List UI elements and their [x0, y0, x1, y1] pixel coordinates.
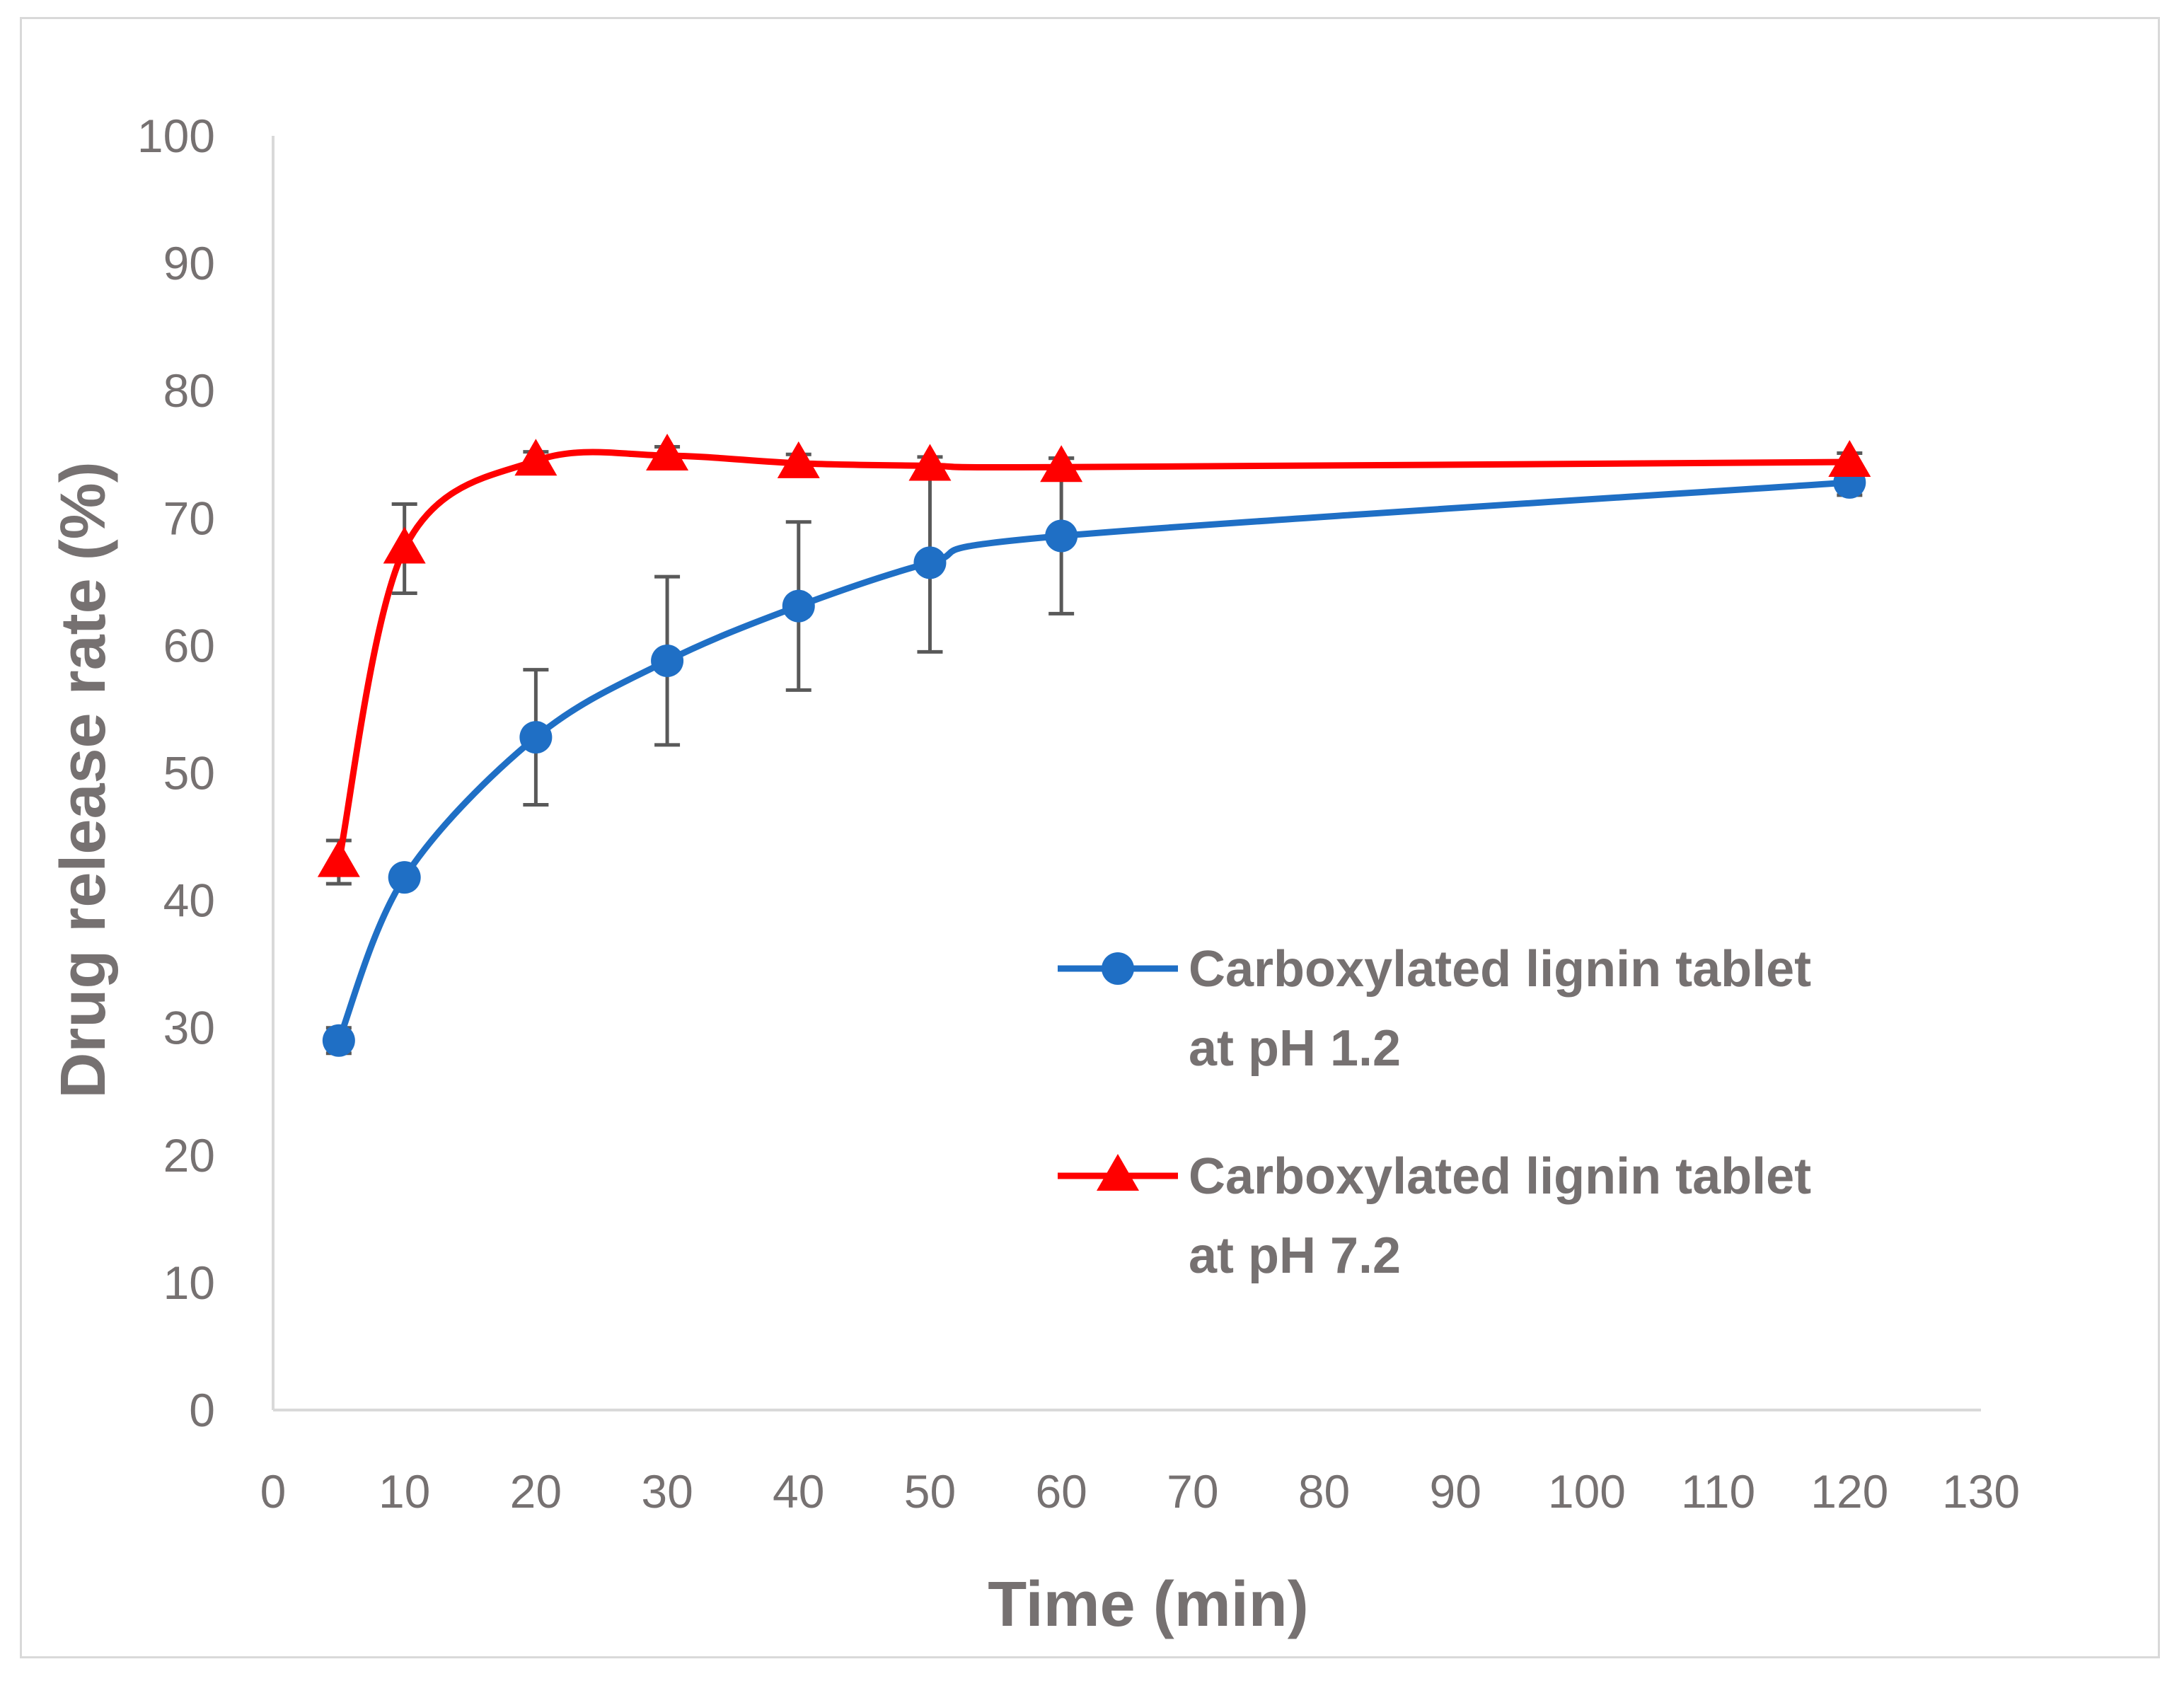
x-tick-label: 70: [1167, 1465, 1218, 1518]
y-tick-label: 90: [163, 237, 215, 289]
legend-item-1: Carboxylated lignin tablet at pH 1.2: [1058, 941, 1811, 1077]
x-tick-label: 80: [1298, 1465, 1350, 1518]
data-point-circle: [388, 861, 421, 894]
x-tick-label: 90: [1430, 1465, 1481, 1518]
legend-swatch-marker: [1102, 952, 1134, 985]
x-tick-label: 40: [773, 1465, 824, 1518]
data-point-triangle: [317, 840, 360, 877]
y-tick-label: 100: [137, 110, 215, 162]
y-axis-title: Drug release rate (%): [48, 461, 119, 1098]
data-point-circle: [519, 721, 553, 754]
error-bars-series-2: [325, 444, 1863, 886]
x-tick-label: 100: [1548, 1465, 1626, 1518]
x-tick-labels: 0 10 20 30 40 50 60 70 80 90 100 110 120 130: [260, 1465, 2020, 1518]
axes: [272, 136, 1981, 1411]
y-tick-label: 10: [163, 1257, 215, 1309]
y-tick-label: 0: [189, 1384, 215, 1436]
data-point-triangle: [383, 526, 426, 564]
data-point-triangle: [1040, 445, 1083, 483]
data-point-triangle: [646, 434, 689, 471]
series-line-2: [335, 449, 1850, 863]
data-point-circle: [913, 546, 947, 579]
data-point-triangle: [908, 444, 952, 481]
legend-swatch-marker: [1097, 1154, 1139, 1191]
data-point-circle: [322, 1024, 355, 1057]
x-tick-label: 0: [260, 1465, 287, 1518]
data-point-circle: [782, 589, 815, 623]
series-markers-2: [317, 434, 1871, 877]
x-tick-label: 110: [1681, 1465, 1755, 1518]
x-axis-title: Time (min): [988, 1569, 1308, 1640]
plot-area: [317, 434, 1871, 1057]
y-tick-label: 30: [163, 1002, 215, 1054]
y-tick-label: 40: [163, 874, 215, 927]
y-tick-label: 70: [163, 492, 215, 544]
data-point-circle: [651, 645, 684, 678]
x-tick-label: 20: [510, 1465, 562, 1518]
x-tick-label: 120: [1810, 1465, 1888, 1518]
legend-label: Carboxylated lignin tablet: [1189, 941, 1811, 998]
legend-label: at pH 7.2: [1189, 1227, 1401, 1284]
data-point-triangle: [1828, 440, 1871, 478]
x-tick-label: 50: [904, 1465, 956, 1518]
x-tick-label: 10: [379, 1465, 430, 1518]
x-tick-label: 60: [1035, 1465, 1087, 1518]
data-point-circle: [1045, 519, 1078, 553]
x-tick-label: 130: [1942, 1465, 2020, 1518]
chart-frame: [20, 17, 2160, 1658]
legend-item-2: Carboxylated lignin tablet at pH 7.2: [1058, 1148, 1811, 1284]
legend-label: at pH 1.2: [1189, 1020, 1401, 1077]
y-tick-label: 60: [163, 619, 215, 671]
y-tick-label: 50: [163, 747, 215, 799]
x-tick-label: 30: [641, 1465, 693, 1518]
series-markers-1: [322, 466, 1866, 1057]
y-tick-labels: 0 10 20 30 40 50 60 70 80 90 100: [137, 110, 215, 1436]
legend-label: Carboxylated lignin tablet: [1189, 1148, 1811, 1205]
y-tick-label: 20: [163, 1129, 215, 1182]
data-point-triangle: [514, 439, 557, 476]
y-tick-label: 80: [163, 364, 215, 417]
data-point-triangle: [777, 441, 820, 478]
